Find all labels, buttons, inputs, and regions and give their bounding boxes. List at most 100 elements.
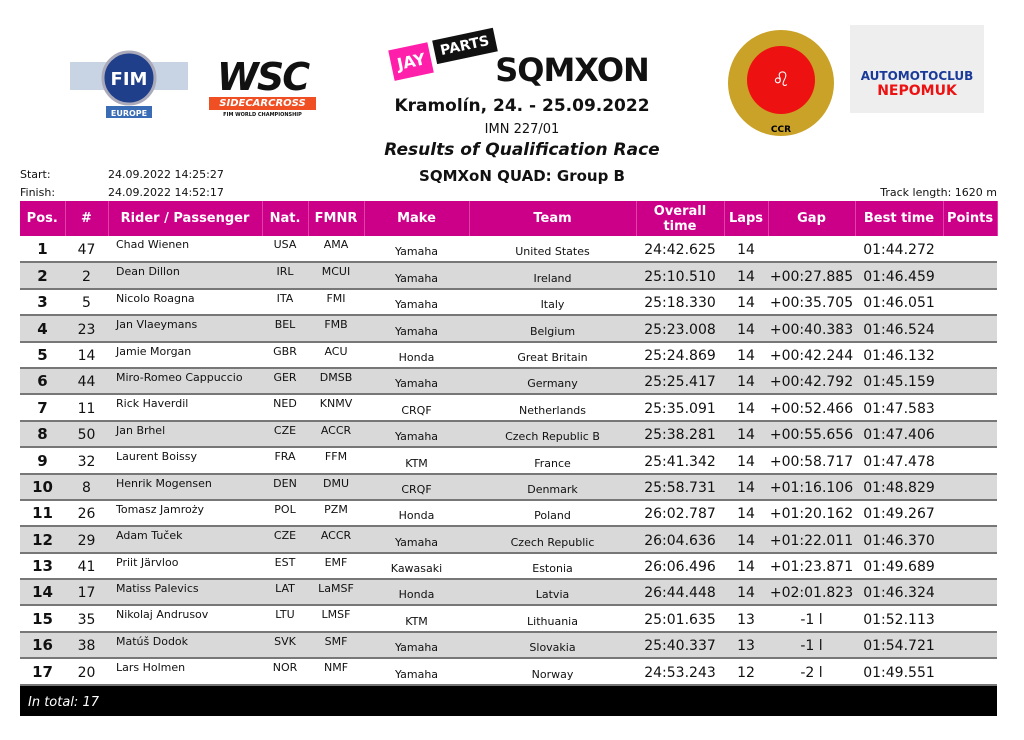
cell-pos: 13	[20, 552, 65, 581]
cell-fmnr: LaMSF	[308, 579, 364, 607]
cell-laps: 14	[724, 288, 768, 317]
venue: Kramolín, 24. - 25.09.2022	[394, 96, 650, 116]
cell-laps: 14	[724, 447, 768, 475]
cell-number: 5	[65, 288, 108, 317]
cell-pos: 6	[20, 367, 65, 396]
cell-laps: 14	[724, 526, 768, 554]
cell-laps: 14	[724, 552, 768, 581]
cell-team: Lithuania	[469, 605, 636, 633]
col-overall-time: Overall time	[636, 201, 725, 236]
cell-points	[943, 367, 997, 396]
cell-best-time: 01:47.406	[855, 420, 943, 449]
cell-make: Yamaha	[364, 367, 469, 396]
cell-number: 14	[65, 341, 108, 369]
cell-overall-time: 25:10.510	[636, 262, 724, 290]
cell-pos: 12	[20, 526, 65, 554]
start-time: 24.09.2022 14:25:27	[108, 168, 224, 181]
cell-team: Germany	[469, 367, 636, 396]
fim-europe-logo: FIM EUROPE	[70, 48, 188, 120]
cell-best-time: 01:46.324	[855, 579, 943, 607]
cell-overall-time: 25:40.337	[636, 631, 724, 660]
cell-rider: Lars Holmen	[108, 658, 262, 686]
cell-pos: 7	[20, 394, 65, 422]
page-title: Results of Qualification Race	[384, 140, 660, 160]
col-team: Team	[469, 201, 637, 236]
cell-points	[943, 579, 997, 607]
cell-pos: 1	[20, 236, 65, 264]
cell-overall-time: 26:06.496	[636, 552, 724, 581]
cell-make: KTM	[364, 447, 469, 475]
cell-pos: 9	[20, 447, 65, 475]
cell-number: 29	[65, 526, 108, 554]
cell-gap: +01:20.162	[768, 499, 855, 528]
cell-pos: 2	[20, 262, 65, 290]
cell-nat: CZE	[262, 526, 308, 554]
svg-text:CCR: CCR	[771, 125, 791, 135]
cell-overall-time: 25:24.869	[636, 341, 724, 369]
cell-team: Netherlands	[469, 394, 636, 422]
cell-number: 26	[65, 499, 108, 528]
table-row: 4 23 Jan Vlaeymans BEL FMB Yamaha Belgium 25:23…	[20, 315, 997, 343]
col-number: #	[65, 201, 109, 236]
cell-team: France	[469, 447, 636, 475]
col-gap: Gap	[768, 201, 856, 236]
col-make: Make	[364, 201, 470, 236]
cell-rider: Nikolaj Andrusov	[108, 605, 262, 633]
cell-number: 8	[65, 473, 108, 501]
cell-gap: +01:16.106	[768, 473, 855, 501]
cell-points	[943, 605, 997, 633]
cell-nat: NED	[262, 394, 308, 422]
cell-points	[943, 552, 997, 581]
cell-number: 2	[65, 262, 108, 290]
cell-best-time: 01:49.267	[855, 499, 943, 528]
cell-make: Yamaha	[364, 262, 469, 290]
cell-fmnr: LMSF	[308, 605, 364, 633]
cell-rider: Jan Brhel	[108, 420, 262, 449]
cell-points	[943, 288, 997, 317]
cell-laps: 14	[724, 236, 768, 264]
col-nat: Nat.	[262, 201, 309, 236]
cell-fmnr: AMA	[308, 236, 364, 264]
cell-nat: LTU	[262, 605, 308, 633]
cell-best-time: 01:47.583	[855, 394, 943, 422]
cell-points	[943, 420, 997, 449]
cell-best-time: 01:52.113	[855, 605, 943, 633]
cell-number: 11	[65, 394, 108, 422]
cell-team: Great Britain	[469, 341, 636, 369]
cell-fmnr: FFM	[308, 447, 364, 475]
cell-points	[943, 658, 997, 686]
page-subtitle: SQMXoN QUAD: Group B	[419, 167, 625, 185]
svg-text:EUROPE: EUROPE	[111, 109, 147, 118]
cell-nat: USA	[262, 236, 308, 264]
cell-gap: +00:35.705	[768, 288, 855, 317]
cell-gap: +00:55.656	[768, 420, 855, 449]
cell-nat: FRA	[262, 447, 308, 475]
cell-team: Norway	[469, 658, 636, 686]
cell-team: Belgium	[469, 315, 636, 343]
cell-make: Yamaha	[364, 288, 469, 317]
cell-points	[943, 341, 997, 369]
cell-rider: Jan Vlaeymans	[108, 315, 262, 343]
cell-rider: Priit Järvloo	[108, 552, 262, 581]
cell-nat: EST	[262, 552, 308, 581]
table-row: 6 44 Miro-Romeo Cappuccio GER DMSB Yamaha Germ…	[20, 367, 997, 396]
cell-best-time: 01:44.272	[855, 236, 943, 264]
table-row: 14 17 Matiss Palevics LAT LaMSF Honda Latvia 26…	[20, 579, 997, 607]
cell-make: Honda	[364, 579, 469, 607]
sqmxon-logo: JAY PARTS SQMXON	[385, 27, 655, 92]
col-rider: Rider / Passenger	[108, 201, 263, 236]
cell-rider: Nicolo Roagna	[108, 288, 262, 317]
cell-nat: CZE	[262, 420, 308, 449]
cell-points	[943, 315, 997, 343]
svg-text:♌: ♌	[772, 67, 790, 91]
cell-gap: +01:22.011	[768, 526, 855, 554]
cell-rider: Tomasz Jamroży	[108, 499, 262, 528]
cell-make: KTM	[364, 605, 469, 633]
cell-fmnr: KNMV	[308, 394, 364, 422]
cell-team: Slovakia	[469, 631, 636, 660]
cell-pos: 8	[20, 420, 65, 449]
cell-fmnr: ACCR	[308, 526, 364, 554]
cell-number: 41	[65, 552, 108, 581]
cell-fmnr: NMF	[308, 658, 364, 686]
cell-fmnr: ACU	[308, 341, 364, 369]
